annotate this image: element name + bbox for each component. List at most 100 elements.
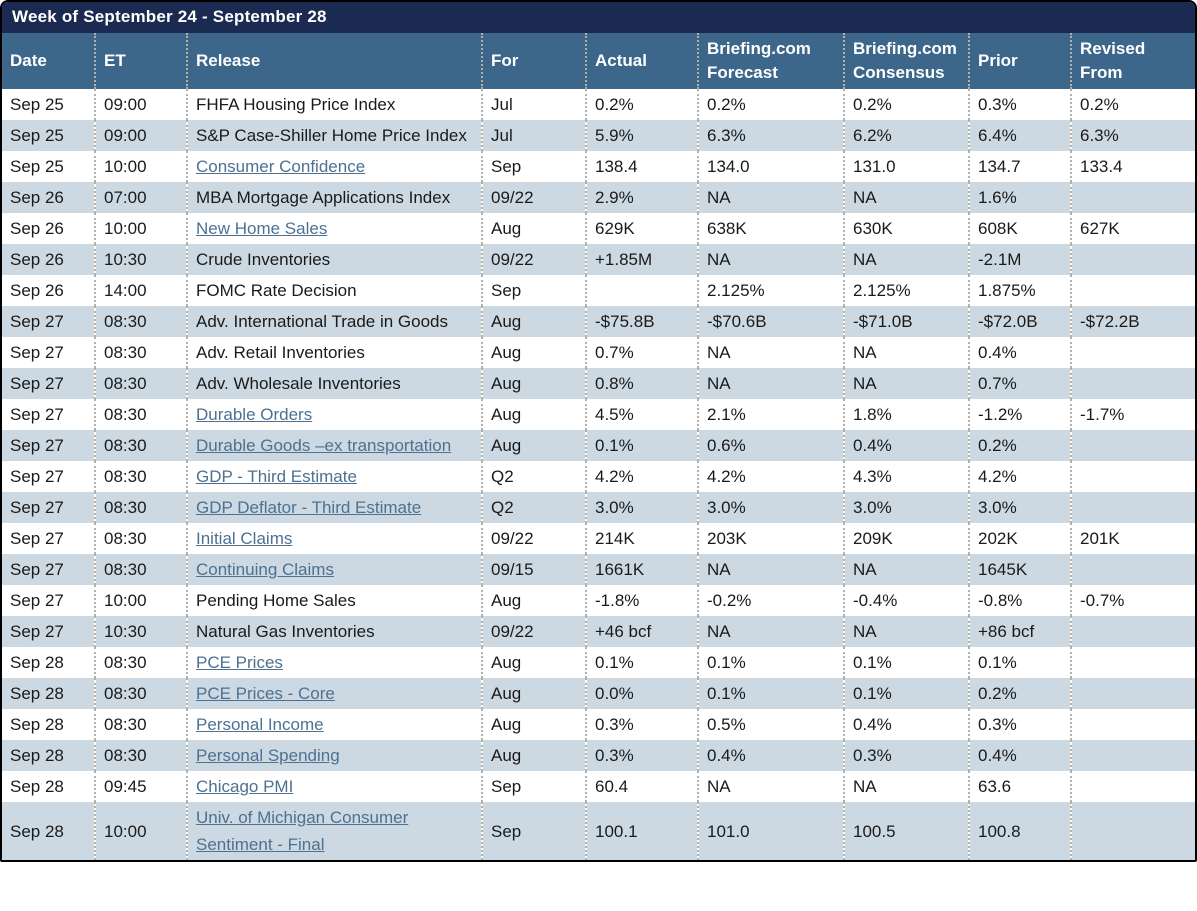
briefing-consensus-cell: -0.4%: [843, 585, 969, 616]
table-row: Sep 27 08:30 Durable Goods –ex transport…: [2, 430, 1195, 461]
actual-cell: 4.5%: [585, 399, 698, 430]
prior-cell: 4.2%: [968, 461, 1071, 492]
column-header-release: Release: [186, 33, 482, 89]
for-period-cell: Jul: [481, 120, 586, 151]
table-row: Sep 26 10:30 Crude Inventories 09/22 +1.…: [2, 244, 1195, 275]
release-label: FHFA Housing Price Index: [196, 95, 396, 114]
time-cell: 09:00: [94, 89, 187, 120]
date-cell: Sep 28: [10, 653, 64, 672]
table-row: Sep 26 14:00 FOMC Rate Decision Sep 2.12…: [2, 275, 1195, 306]
revised-from-cell: 627K: [1070, 213, 1195, 244]
release-link[interactable]: Chicago PMI: [196, 777, 294, 796]
revised-from-cell: [1070, 616, 1195, 647]
table-row: Sep 25 10:00 Consumer Confidence Sep 138…: [2, 151, 1195, 182]
economic-calendar-table: Date ET Release For Actual Briefing.com …: [2, 33, 1195, 860]
briefing-consensus-cell: NA: [843, 771, 969, 802]
date-cell: Sep 26: [10, 281, 64, 300]
table-body: Sep 25 09:00 FHFA Housing Price Index Ju…: [2, 89, 1195, 860]
prior-cell: 100.8: [968, 802, 1071, 860]
revised-from-cell: [1070, 461, 1195, 492]
release-link[interactable]: PCE Prices: [196, 653, 283, 672]
prior-cell: -0.8%: [968, 585, 1071, 616]
for-period-cell: Q2: [481, 461, 586, 492]
release-cell: FHFA Housing Price Index: [186, 89, 482, 120]
briefing-forecast-cell: NA: [697, 337, 844, 368]
actual-cell: 629K: [585, 213, 698, 244]
for-period-cell: Sep: [481, 771, 586, 802]
date-cell: Sep 26: [10, 250, 64, 269]
date-cell: Sep 27: [10, 591, 64, 610]
briefing-consensus-cell: NA: [843, 244, 969, 275]
release-link[interactable]: Initial Claims: [196, 529, 293, 548]
actual-cell: 0.0%: [585, 678, 698, 709]
briefing-forecast-cell: 3.0%: [697, 492, 844, 523]
prior-cell: 0.1%: [968, 647, 1071, 678]
revised-from-cell: [1070, 771, 1195, 802]
economic-calendar: Week of September 24 - September 28 Date…: [0, 0, 1197, 862]
release-label: Pending Home Sales: [196, 591, 356, 610]
briefing-consensus-cell: NA: [843, 554, 969, 585]
time-cell: 08:30: [94, 709, 187, 740]
actual-cell: +46 bcf: [585, 616, 698, 647]
prior-cell: 134.7: [968, 151, 1071, 182]
briefing-forecast-cell: NA: [697, 368, 844, 399]
briefing-consensus-cell: 0.3%: [843, 740, 969, 771]
release-link[interactable]: GDP - Third Estimate: [196, 467, 357, 486]
date-cell: Sep 27: [10, 405, 64, 424]
briefing-consensus-cell: NA: [843, 182, 969, 213]
actual-cell: -1.8%: [585, 585, 698, 616]
briefing-forecast-cell: 0.1%: [697, 647, 844, 678]
briefing-consensus-cell: 131.0: [843, 151, 969, 182]
release-link[interactable]: PCE Prices - Core: [196, 684, 335, 703]
date-cell: Sep 27: [10, 529, 64, 548]
table-row: Sep 27 08:30 Adv. International Trade in…: [2, 306, 1195, 337]
briefing-forecast-cell: 6.3%: [697, 120, 844, 151]
for-period-cell: Aug: [481, 585, 586, 616]
time-cell: 10:00: [94, 585, 187, 616]
release-cell: PCE Prices: [186, 647, 482, 678]
revised-from-cell: [1070, 430, 1195, 461]
briefing-forecast-cell: 0.1%: [697, 678, 844, 709]
release-label: Crude Inventories: [196, 250, 331, 269]
time-cell: 10:30: [94, 616, 187, 647]
prior-cell: 0.2%: [968, 678, 1071, 709]
briefing-forecast-cell: 134.0: [697, 151, 844, 182]
table-row: Sep 28 09:45 Chicago PMI Sep 60.4 NA NA …: [2, 771, 1195, 802]
table-row: Sep 27 08:30 Continuing Claims 09/15 166…: [2, 554, 1195, 585]
release-link[interactable]: Durable Orders: [196, 405, 313, 424]
release-link[interactable]: Consumer Confidence: [196, 157, 366, 176]
table-row: Sep 28 10:00 Univ. of Michigan Consumer …: [2, 802, 1195, 860]
release-cell: Natural Gas Inventories: [186, 616, 482, 647]
actual-cell: 100.1: [585, 802, 698, 860]
prior-cell: 0.3%: [968, 709, 1071, 740]
release-cell: PCE Prices - Core: [186, 678, 482, 709]
column-header-prior: Prior: [968, 33, 1071, 89]
release-link[interactable]: New Home Sales: [196, 219, 328, 238]
briefing-forecast-cell: NA: [697, 244, 844, 275]
release-link[interactable]: Univ. of Michigan Consumer Sentiment - F…: [196, 808, 409, 854]
release-cell: New Home Sales: [186, 213, 482, 244]
for-period-cell: Aug: [481, 430, 586, 461]
revised-from-cell: 133.4: [1070, 151, 1195, 182]
week-title: Week of September 24 - September 28: [2, 2, 1195, 33]
release-link[interactable]: Personal Income: [196, 715, 324, 734]
column-header-briefing-consensus: Briefing.com Consensus: [843, 33, 969, 89]
revised-from-cell: 6.3%: [1070, 120, 1195, 151]
time-cell: 10:00: [94, 802, 187, 860]
release-cell: Durable Orders: [186, 399, 482, 430]
actual-cell: 214K: [585, 523, 698, 554]
briefing-consensus-cell: 2.125%: [843, 275, 969, 306]
release-cell: Initial Claims: [186, 523, 482, 554]
release-link[interactable]: GDP Deflator - Third Estimate: [196, 498, 422, 517]
briefing-forecast-cell: 638K: [697, 213, 844, 244]
release-label: Adv. Retail Inventories: [196, 343, 365, 362]
prior-cell: 1.875%: [968, 275, 1071, 306]
actual-cell: 0.2%: [585, 89, 698, 120]
release-link[interactable]: Personal Spending: [196, 746, 340, 765]
release-link[interactable]: Durable Goods –ex transportation: [196, 436, 452, 455]
revised-from-cell: -$72.2B: [1070, 306, 1195, 337]
actual-cell: 2.9%: [585, 182, 698, 213]
briefing-consensus-cell: 4.3%: [843, 461, 969, 492]
briefing-consensus-cell: 0.4%: [843, 709, 969, 740]
release-link[interactable]: Continuing Claims: [196, 560, 334, 579]
